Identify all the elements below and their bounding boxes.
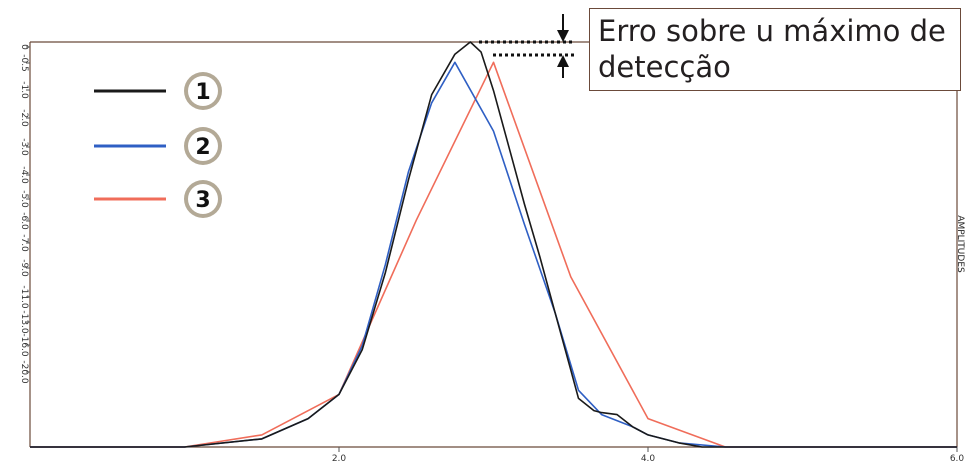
x-axis: 2.0 4.0 6.0 <box>332 447 965 461</box>
x-tick-label: 6.0 <box>950 454 965 461</box>
series-line-3 <box>30 61 957 448</box>
y-tick-label: 0 <box>19 44 29 50</box>
annotation-line-2: detecção <box>598 50 731 84</box>
annotation-box: Erro sobre u máximo de detecção <box>589 8 961 91</box>
x-tick-label: 4.0 <box>641 454 656 461</box>
y-tick-label: -6.0 <box>19 212 29 230</box>
legend-badge-inner <box>188 131 218 161</box>
series-line-2 <box>30 61 957 448</box>
y-tick-label: -7.0 <box>19 234 29 252</box>
annotation-line-1: Erro sobre u máximo de <box>598 14 946 48</box>
y-axis: 0 -0.5 -1.0 -2.0 -3.0 -4.0 -5.0 -6.0 -7.0 -9.0 -11… <box>19 44 30 384</box>
y-tick-label: -2.0 <box>19 109 29 127</box>
y-tick-label: -20.0 <box>19 360 29 384</box>
y-tick-label: -4.0 <box>19 166 29 184</box>
y-tick-label: -16.0 <box>19 333 29 357</box>
x-tick-label: 2.0 <box>332 454 347 461</box>
y-tick-label: -0.5 <box>19 54 29 72</box>
legend-label: 2 <box>195 135 210 160</box>
legend-badge-inner <box>188 184 218 214</box>
y-axis-label: AMPLITUDES <box>955 215 965 273</box>
y-tick-label: -13.0 <box>19 310 29 334</box>
plot-frame <box>29 41 958 448</box>
legend: 1 2 3 <box>94 72 222 218</box>
series-layer <box>30 41 957 448</box>
y-tick-label: -1.0 <box>19 81 29 99</box>
y-tick-label: -9.0 <box>19 259 29 277</box>
legend-label: 1 <box>195 80 210 105</box>
y-tick-label: -11.0 <box>19 285 29 309</box>
y-tick-label: -5.0 <box>19 190 29 208</box>
error-marker <box>479 14 575 78</box>
legend-badge-inner <box>188 76 218 106</box>
legend-label: 3 <box>195 188 210 213</box>
y-tick-label: -3.0 <box>19 138 29 156</box>
series-line-1 <box>30 41 957 448</box>
